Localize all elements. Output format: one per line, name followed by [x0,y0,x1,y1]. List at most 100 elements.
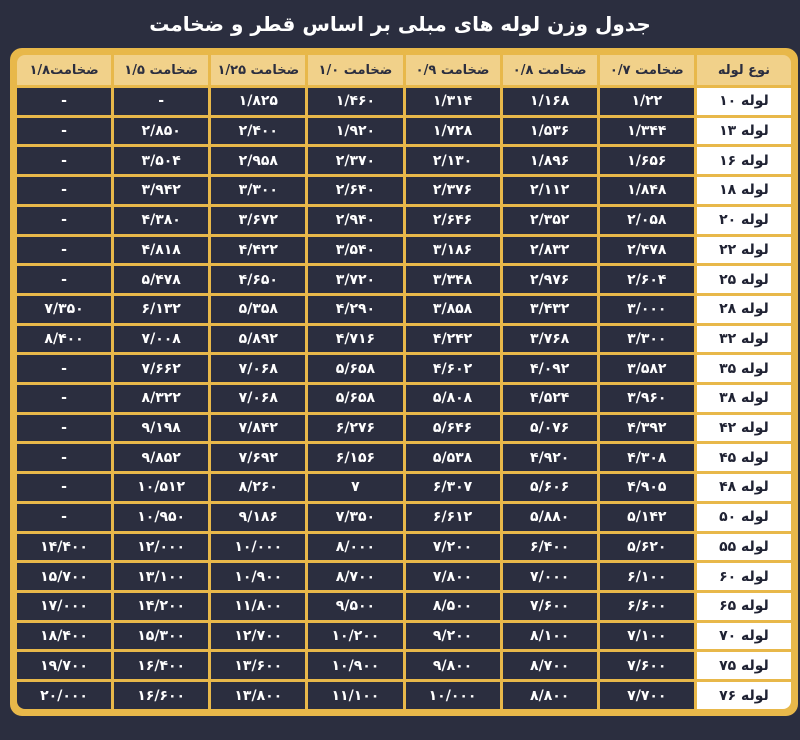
weight-cell: ۷/۸۴۲ [211,414,306,442]
weight-cell: ۷/۰۶۸ [211,385,306,412]
weight-cell: ۱/۸۹۶ [502,147,597,175]
weight-cell: ۴/۹۰۵ [599,474,694,501]
weight-cell: ۱/۶۵۶ [599,147,694,175]
weight-cell: ۱۰/۵۱۲ [114,474,209,501]
table-row: لوله ۵۰ ۵/۱۴۲ ۵/۸۸۰ ۶/۶۱۲ ۷/۳۵۰ ۹/۱۸۶ ۱۰/۹۵۰- [17,503,791,531]
weight-cell: ۱۶/۶۰۰ [114,682,209,709]
table-row: لوله ۲۲ ۲/۴۷۸ ۲/۸۳۲ ۳/۱۸۶ ۳/۵۴۰ ۴/۴۲۲ ۴/۸۱۸- [17,236,791,264]
weight-cell: ۱۸/۴۰۰ [17,622,112,650]
weight-cell: ۳/۵۰۴ [114,147,209,175]
weight-cell: - [17,385,112,412]
pipe-size-cell: لوله ۱۸ [696,177,791,204]
weight-cell: ۱۱/۱۰۰ [308,682,403,709]
weight-cell: ۱۴/۴۰۰ [17,533,112,561]
table-row: لوله ۷۶ ۷/۷۰۰ ۸/۸۰۰ ۱۰/۰۰۰ ۱۱/۱۰۰ ۱۳/۸۰۰ ۱۶/۶۰… [17,682,791,709]
table-row: لوله ۵۵ ۵/۶۲۰ ۶/۴۰۰ ۷/۲۰۰ ۸/۰۰۰ ۱۰/۰۰۰ ۱۲/۰۰۰ ۱… [17,533,791,561]
weight-cell: ۷/۳۵۰ [308,503,403,531]
weight-cell: ۲/۱۳۰ [405,147,500,175]
weight-cell: ۶/۱۳۲ [114,295,209,323]
weight-cell: ۱۳/۸۰۰ [211,682,306,709]
weight-cell: ۲/۸۵۰ [114,117,209,145]
weight-cell: ۵/۶۲۰ [599,533,694,561]
pipe-size-cell: لوله ۶۵ [696,592,791,620]
weight-cell: ۴/۳۰۸ [599,444,694,472]
weight-cell: ۵/۸۰۸ [405,385,500,412]
table-body: لوله ۱۰ ۱/۲۲ ۱/۱۶۸ ۱/۳۱۴ ۱/۴۶۰ ۱/۸۲۵- - لوله ۱۳… [17,88,791,709]
weight-cell: ۲/۳۷۰ [308,147,403,175]
pipe-size-cell: لوله ۲۵ [696,266,791,293]
column-header-thickness: ضخامت۱/۸ [17,55,112,85]
column-header-thickness: ضخامت ۰/۹ [405,55,500,85]
weight-cell: ۹/۲۰۰ [405,622,500,650]
pipe-size-cell: لوله ۴۸ [696,474,791,501]
weight-cell: ۳/۹۴۲ [114,177,209,204]
weight-cell: ۲/۱۱۲ [502,177,597,204]
column-header-thickness: ضخامت ۱/۵ [114,55,209,85]
weight-cell: ۱/۱۶۸ [502,88,597,115]
weight-cell: ۲/۶۴۶ [405,206,500,234]
weight-cell: ۸/۰۰۰ [308,533,403,561]
pipe-size-cell: لوله ۵۰ [696,503,791,531]
weight-cell: ۵/۰۷۶ [502,414,597,442]
weight-cell: ۶/۳۰۷ [405,474,500,501]
weight-cell: ۹/۵۰۰ [308,592,403,620]
weight-cell: - [17,355,112,383]
column-header-thickness: ضخامت ۱/۲۵ [211,55,306,85]
weight-cell: ۱/۳۴۴ [599,117,694,145]
weight-cell: ۱۹/۷۰۰ [17,652,112,680]
weight-cell: ۸/۵۰۰ [405,592,500,620]
weight-cell: ۲/۳۷۶ [405,177,500,204]
weight-cell: - [17,147,112,175]
weight-cell: ۱/۴۶۰ [308,88,403,115]
pipe-size-cell: لوله ۱۰ [696,88,791,115]
pipe-size-cell: لوله ۳۵ [696,355,791,383]
weight-cell: ۵/۱۴۲ [599,503,694,531]
column-header-thickness: ضخامت ۰/۸ [502,55,597,85]
column-header-thickness: ضخامت ۰/۷ [599,55,694,85]
page-title: جدول وزن لوله های مبلی بر اساس قطر و ضخا… [149,12,651,36]
pipe-size-cell: لوله ۱۶ [696,147,791,175]
weight-cell: - [114,88,209,115]
weight-cell: ۱۰/۲۰۰ [308,622,403,650]
pipe-size-cell: لوله ۷۰ [696,622,791,650]
weight-cell: ۷/۶۰۰ [502,592,597,620]
weight-cell: ۷/۶۰۰ [599,652,694,680]
weight-cell: ۷/۳۵۰ [17,295,112,323]
weight-cell: ۳/۳۴۸ [405,266,500,293]
weight-cell: ۲/۹۵۸ [211,147,306,175]
weight-cell: ۳/۵۸۲ [599,355,694,383]
weight-cell: ۶/۶۱۲ [405,503,500,531]
weight-cell: ۵/۸۹۲ [211,325,306,353]
pipe-size-cell: لوله ۱۳ [696,117,791,145]
weight-cell: - [17,266,112,293]
weight-cell: ۱۰/۹۰۰ [308,652,403,680]
weight-cell: ۴/۲۹۰ [308,295,403,323]
weight-cell: ۹/۸۰۰ [405,652,500,680]
weight-cell: - [17,88,112,115]
weight-cell: ۱۱/۸۰۰ [211,592,306,620]
table-row: لوله ۶۰ ۶/۱۰۰ ۷/۰۰۰ ۷/۸۰۰ ۸/۷۰۰ ۱۰/۹۰۰ ۱۳/۱۰۰ ۱… [17,563,791,590]
weight-cell: ۱/۸۲۵ [211,88,306,115]
weight-cell: ۳/۶۷۲ [211,206,306,234]
pipe-size-cell: لوله ۷۶ [696,682,791,709]
weight-cell: ۷ [308,474,403,501]
weight-cell: ۳/۸۵۸ [405,295,500,323]
pipe-size-cell: لوله ۵۵ [696,533,791,561]
table-row: لوله ۷۵ ۷/۶۰۰ ۸/۷۰۰ ۹/۸۰۰ ۱۰/۹۰۰ ۱۳/۶۰۰ ۱۶/۴۰۰… [17,652,791,680]
pipe-size-cell: لوله ۲۸ [696,295,791,323]
weight-cell: ۳/۱۸۶ [405,236,500,264]
weight-cell: ۲/۴۷۸ [599,236,694,264]
weight-cell: ۱۲/۰۰۰ [114,533,209,561]
table-row: لوله ۷۰ ۷/۱۰۰ ۸/۱۰۰ ۹/۲۰۰ ۱۰/۲۰۰ ۱۲/۷۰۰ ۱۵/۳۰۰… [17,622,791,650]
weight-cell: ۵/۸۸۰ [502,503,597,531]
weight-cell: ۸/۳۲۲ [114,385,209,412]
table-row: لوله ۱۶ ۱/۶۵۶ ۱/۸۹۶ ۲/۱۳۰ ۲/۳۷۰ ۲/۹۵۸ ۳/۵۰۴- [17,147,791,175]
weight-cell: ۵/۴۷۸ [114,266,209,293]
weight-cell: ۹/۱۸۶ [211,503,306,531]
weight-cell: ۱/۸۴۸ [599,177,694,204]
weight-cell: ۵/۳۵۸ [211,295,306,323]
weight-cell: - [17,177,112,204]
weight-cell: - [17,503,112,531]
weight-cell: ۱/۲۲ [599,88,694,115]
weight-cell: ۲/۶۴۰ [308,177,403,204]
